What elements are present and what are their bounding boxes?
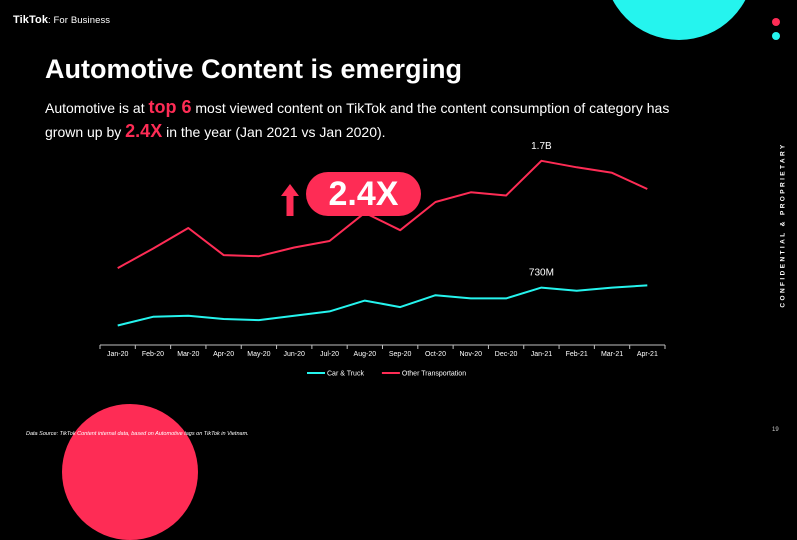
cyan-dot-icon — [772, 32, 780, 40]
page-number: 19 — [772, 427, 779, 433]
x-tick-label: Apr-21 — [637, 351, 658, 358]
x-tick-label: Oct-20 — [425, 351, 446, 358]
legend-label-other-transportation: Other Transportation — [402, 371, 466, 378]
x-tick-label: Feb-20 — [142, 351, 164, 358]
page-title: Automotive Content is emerging — [45, 54, 463, 84]
x-tick-label: Nov-20 — [459, 351, 482, 358]
chart-series — [117, 159, 648, 327]
subtitle-highlight-rank: top 6 — [148, 97, 192, 117]
up-arrow-icon — [281, 184, 299, 216]
x-tick-label: Jun-20 — [284, 351, 306, 358]
brand-logo: TikTok: For Business — [13, 14, 110, 26]
chart-axis: Jan-20 Feb-20 Mar-20 Apr-20 May-20 Jun-20 Jul-… — [99, 344, 666, 358]
series-line-other-transportation — [117, 159, 648, 269]
red-dot-icon — [772, 18, 780, 26]
subtitle-highlight-growth: 2.4X — [125, 121, 163, 141]
chart-legend: Car & Truck Other Transportation — [307, 371, 466, 378]
x-tick-label: Sep-20 — [389, 351, 412, 358]
data-label: 1.7B — [531, 141, 552, 152]
data-source-note: Data Source: TikTok Content internal dat… — [26, 431, 249, 437]
data-label: 730M — [529, 268, 554, 279]
x-tick-label: May-20 — [247, 351, 270, 358]
x-tick-label: Jan-20 — [107, 351, 129, 358]
page-subtitle: Automotive is at top 6 most viewed conte… — [45, 96, 705, 144]
x-tick-label: Jul-20 — [320, 351, 339, 358]
legend-label-car-truck: Car & Truck — [327, 371, 364, 378]
growth-badge: 2.4X — [306, 172, 421, 216]
brand-name: TikTok — [13, 14, 49, 26]
subtitle-part-2: most viewed content on TikTok and the co… — [45, 100, 670, 140]
subtitle-part-1: Automotive is at — [45, 100, 149, 116]
series-line-car-truck — [117, 284, 648, 327]
x-tick-label: Mar-21 — [601, 351, 623, 358]
line-chart: Jan-20 Feb-20 Mar-20 Apr-20 May-20 Jun-20 Jul-… — [99, 141, 666, 378]
chart-labels: 1.7B 730M — [529, 141, 554, 279]
subtitle-part-3: in the year (Jan 2021 vs Jan 2020). — [162, 124, 386, 140]
brand-suffix: : For Business — [48, 15, 111, 26]
x-tick-label: Jan-21 — [531, 351, 553, 358]
x-tick-label: Feb-21 — [566, 351, 588, 358]
x-tick-label: Dec-20 — [495, 351, 518, 358]
x-tick-label: Apr-20 — [213, 351, 234, 358]
x-tick-label: Mar-20 — [177, 351, 199, 358]
x-tick-label: Aug-20 — [354, 351, 377, 358]
